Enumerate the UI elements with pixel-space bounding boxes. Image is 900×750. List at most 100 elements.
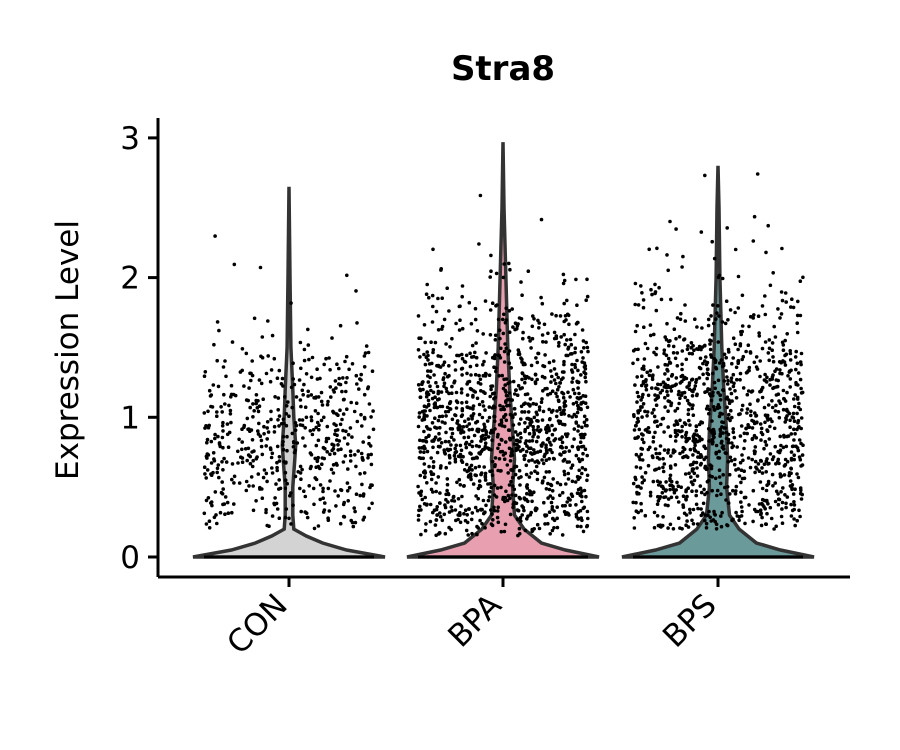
data-point: [718, 429, 723, 433]
data-point: [319, 399, 324, 404]
data-point: [569, 342, 574, 347]
data-point: [546, 521, 550, 526]
data-point: [367, 435, 371, 440]
data-point: [425, 449, 430, 454]
data-point: [346, 467, 350, 471]
data-point: [307, 357, 311, 362]
data-point: [328, 452, 332, 457]
data-point: [739, 514, 744, 518]
data-point: [718, 393, 723, 398]
data-point: [488, 482, 492, 486]
data-point: [779, 514, 784, 519]
data-point: [559, 411, 564, 415]
data-point: [338, 408, 342, 413]
data-point: [700, 420, 705, 425]
data-point: [461, 425, 466, 429]
data-point: [299, 404, 303, 409]
data-point: [652, 414, 657, 419]
data-point: [672, 327, 677, 332]
data-point: [570, 444, 575, 449]
data-point: [576, 517, 581, 521]
data-point: [537, 526, 542, 531]
data-point: [559, 444, 564, 449]
data-point: [719, 492, 723, 497]
data-point: [788, 418, 792, 423]
data-point: [639, 508, 644, 513]
data-point: [434, 481, 438, 485]
data-point: [472, 389, 476, 393]
data-point: [645, 346, 650, 351]
data-point: [506, 352, 511, 356]
data-point: [438, 437, 442, 441]
data-point: [768, 424, 772, 429]
data-point: [730, 361, 734, 366]
data-point: [759, 426, 764, 431]
data-point: [537, 405, 542, 409]
data-point: [306, 327, 310, 332]
data-point: [725, 523, 730, 528]
data-point: [678, 396, 682, 401]
data-point: [205, 437, 210, 442]
data-point: [762, 405, 767, 410]
data-point: [671, 448, 676, 452]
data-point: [669, 483, 674, 488]
data-point: [539, 217, 544, 222]
data-point: [710, 419, 714, 423]
data-point: [529, 419, 533, 423]
data-point: [720, 420, 724, 424]
data-point: [232, 481, 236, 485]
data-point: [446, 409, 451, 414]
data-point: [679, 311, 683, 316]
data-point: [515, 393, 520, 398]
data-point: [492, 508, 497, 513]
data-point: [632, 516, 636, 520]
data-point: [580, 457, 585, 462]
data-point: [344, 354, 349, 359]
data-point: [344, 429, 348, 434]
data-point: [334, 423, 338, 428]
data-point: [436, 475, 441, 479]
data-point: [453, 508, 458, 512]
data-point: [648, 445, 652, 450]
data-point: [331, 409, 335, 414]
data-point: [216, 384, 221, 389]
data-point: [683, 395, 687, 400]
data-point: [476, 496, 481, 501]
data-point: [667, 339, 671, 344]
data-point: [362, 515, 367, 520]
data-point: [760, 304, 765, 308]
data-point: [342, 500, 347, 505]
data-point: [675, 495, 679, 500]
data-point: [512, 407, 517, 411]
data-point: [452, 438, 456, 442]
data-point: [668, 464, 673, 469]
data-point: [256, 472, 261, 476]
data-point: [676, 484, 681, 489]
data-point: [318, 376, 322, 381]
data-point: [291, 377, 296, 381]
data-point: [576, 457, 581, 461]
data-point: [517, 526, 522, 531]
data-point: [579, 373, 583, 377]
data-point: [763, 439, 768, 444]
data-point: [658, 382, 663, 387]
data-point: [583, 367, 588, 371]
data-point: [361, 440, 366, 444]
data-point: [745, 411, 749, 415]
data-point: [794, 367, 798, 372]
data-point: [254, 401, 258, 406]
data-point: [478, 452, 483, 456]
data-point: [513, 430, 518, 434]
data-point: [698, 484, 703, 488]
data-point: [647, 247, 651, 252]
data-point: [369, 415, 373, 419]
data-point: [690, 467, 695, 471]
data-point: [525, 416, 529, 421]
data-point: [450, 427, 455, 431]
data-point: [785, 390, 789, 395]
data-point: [645, 370, 649, 375]
data-point: [662, 351, 666, 356]
data-point: [422, 409, 426, 413]
data-point: [796, 371, 801, 375]
data-point: [477, 242, 481, 246]
